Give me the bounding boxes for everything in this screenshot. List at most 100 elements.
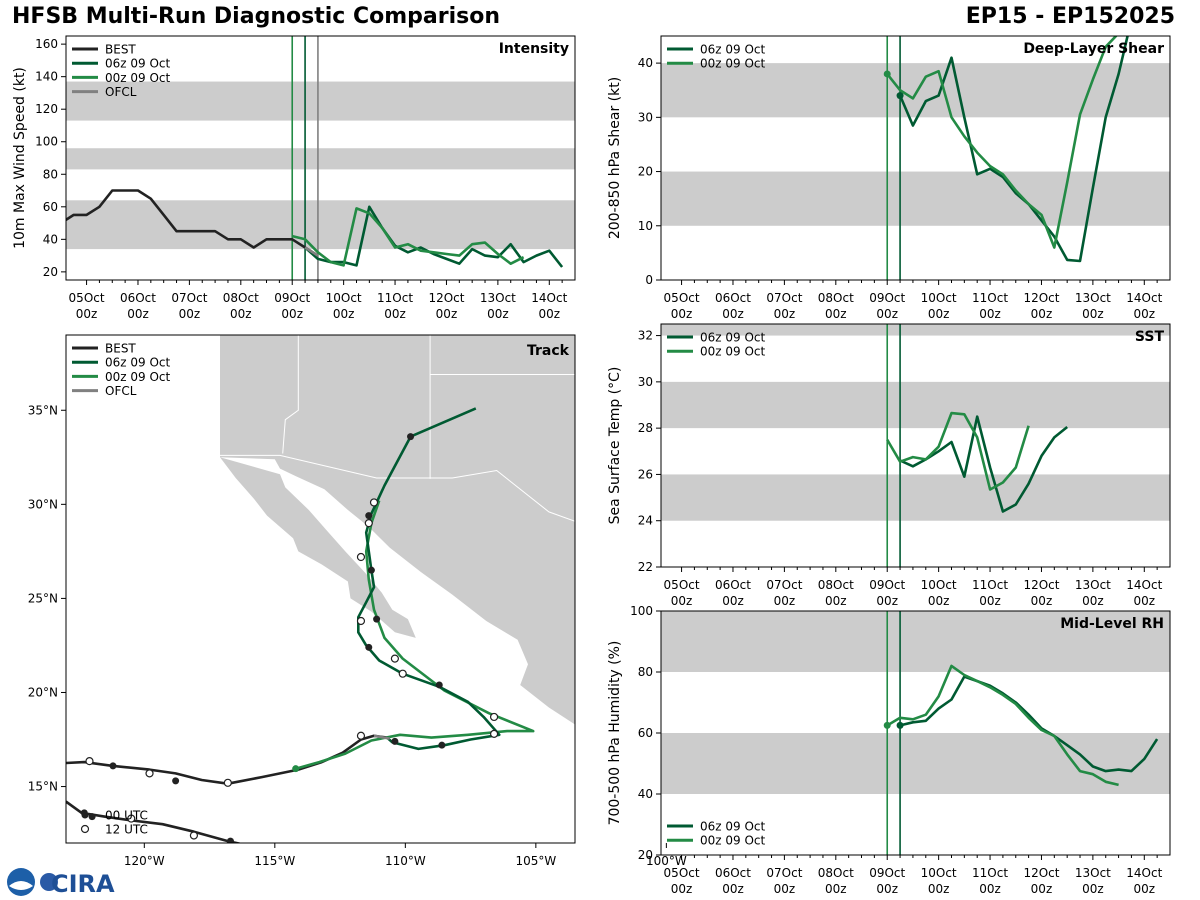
- x-tick-label-day: 09Oct: [869, 291, 905, 305]
- y-tick-label: 40: [43, 232, 58, 246]
- track-marker-12utc: [85, 757, 94, 766]
- x-tick-label-hour: 00z: [825, 882, 847, 896]
- x-tick-label-day: 10Oct: [921, 866, 957, 880]
- state-border-line: [282, 335, 299, 454]
- series-line-3: [304, 246, 319, 257]
- x-tick-label-day: 13Oct: [1075, 291, 1111, 305]
- shaded-band: [661, 474, 1170, 521]
- panel-shear: 05Oct 00z 06Oct 00z 07Oct 00z 08Oct 00z 09Oct 00z…: [607, 35, 1171, 321]
- ofcl-track-line: [373, 734, 390, 740]
- track-marker-00utc: [226, 837, 234, 843]
- y-tick-label: 100: [630, 604, 653, 618]
- x-tick-label-hour: 00z: [1082, 307, 1104, 321]
- y-tick-label: 30: [638, 110, 653, 124]
- panel-plot-area: [66, 36, 575, 280]
- y-tick-label: 10: [638, 219, 653, 233]
- shaded-band: [66, 200, 575, 250]
- track-marker-00utc: [407, 433, 415, 441]
- track-marker-00utc: [109, 762, 117, 770]
- init-marker: [883, 70, 891, 78]
- track-marker-00utc: [373, 615, 381, 623]
- x-tick-label-hour: 00z: [384, 307, 406, 321]
- globe-icon: [40, 873, 58, 891]
- x-tick-label-day: 08Oct: [223, 291, 259, 305]
- legend-label: 06z 09 Oct: [700, 331, 766, 345]
- x-tick-label-day: 08Oct: [818, 578, 854, 592]
- x-tick-label-day: 13Oct: [1075, 866, 1111, 880]
- x-tick-label-hour: 00z: [722, 594, 744, 608]
- panel-plot-area: [661, 36, 1170, 280]
- series-line-1: [886, 411, 1030, 491]
- lat-tick-label: 15°N: [28, 780, 58, 794]
- y-axis-label: Sea Surface Temp (°C): [607, 367, 623, 525]
- noaa-wave-icon: [9, 881, 33, 890]
- series-line-0: [66, 189, 319, 257]
- x-tick-label-hour: 00z: [1082, 594, 1104, 608]
- series-line-1: [304, 205, 564, 268]
- track-marker-00utc: [438, 741, 446, 749]
- legend-label: 00z 09 Oct: [700, 345, 766, 359]
- lat-tick-label: 30°N: [28, 497, 58, 511]
- track-marker-12utc: [356, 552, 366, 562]
- shaded-band: [661, 171, 1170, 226]
- x-tick-label-hour: 00z: [928, 594, 950, 608]
- track-marker-12utc: [189, 831, 199, 840]
- x-tick-label-hour: 00z: [436, 307, 458, 321]
- figure-title: HFSB Multi-Run Diagnostic Comparison: [12, 4, 500, 29]
- track-marker-12utc: [127, 814, 136, 823]
- legend-marker-12utc: [80, 824, 90, 834]
- x-tick-label-day: 05Oct: [664, 291, 700, 305]
- track-marker-00utc: [365, 643, 373, 651]
- x-tick-label-hour: 00z: [333, 307, 355, 321]
- shaded-band: [661, 324, 1170, 336]
- init-marker: [896, 721, 904, 729]
- plot-frame: [660, 35, 1171, 281]
- x-tick-label-day: 14Oct: [1126, 866, 1162, 880]
- y-tick-label: 20: [638, 165, 653, 179]
- legend-label: 06z 09 Oct: [105, 57, 171, 71]
- x-tick-label-hour: 00z: [928, 882, 950, 896]
- y-tick-label: 32: [638, 329, 653, 343]
- track-marker-init: [292, 765, 300, 773]
- track-marker-12utc: [489, 729, 499, 738]
- x-tick-label-hour: 00z: [979, 882, 1001, 896]
- x-tick-label-day: 11Oct: [972, 866, 1008, 880]
- legend-label: OFCL: [105, 85, 137, 99]
- x-tick-label-hour: 00z: [928, 307, 950, 321]
- x-tick-label-hour: 00z: [774, 882, 796, 896]
- legend-label: 00z 09 Oct: [700, 57, 766, 71]
- legend-label: BEST: [105, 43, 136, 57]
- lat-tick-label: 20°N: [28, 685, 58, 699]
- series-line-2: [291, 207, 525, 267]
- run00-track-line: [295, 500, 535, 770]
- x-tick-label-day: 14Oct: [1126, 291, 1162, 305]
- x-tick-label-day: 05Oct: [664, 866, 700, 880]
- track-marker-00utc: [391, 737, 399, 745]
- x-tick-label-day: 13Oct: [1075, 578, 1111, 592]
- lat-tick-label: 25°N: [28, 591, 58, 605]
- x-tick-label-day: 13Oct: [480, 291, 516, 305]
- y-tick-label: 160: [35, 37, 58, 51]
- x-tick-label-hour: 00z: [1134, 594, 1156, 608]
- legend-label: BEST: [105, 342, 136, 356]
- panel-plot-area: [66, 335, 575, 843]
- init-marker: [896, 92, 904, 100]
- x-tick-label-hour: 00z: [1134, 307, 1156, 321]
- panel-title: Mid-Level RH: [1060, 616, 1164, 632]
- x-tick-label-hour: 00z: [825, 307, 847, 321]
- best-track-old-line: [66, 800, 243, 843]
- panel-title: Track: [527, 343, 570, 359]
- panel-intensity: 05Oct 00z 06Oct 00z 07Oct 00z 08Oct 00z 09Oct 00z…: [12, 35, 576, 321]
- y-tick-label: 30: [638, 375, 653, 389]
- track-marker-12utc: [398, 669, 407, 678]
- y-tick-label: 80: [638, 665, 653, 679]
- x-tick-label-day: 12Oct: [1023, 866, 1059, 880]
- x-tick-label-hour: 00z: [979, 594, 1001, 608]
- mainland-landmass: [220, 335, 575, 725]
- y-tick-label: 28: [638, 421, 653, 435]
- y-tick-label: 80: [43, 167, 58, 181]
- shaded-band: [66, 81, 575, 121]
- x-tick-label-day: 12Oct: [1023, 578, 1059, 592]
- series-line-1: [886, 36, 1118, 249]
- track-marker-12utc: [223, 778, 232, 787]
